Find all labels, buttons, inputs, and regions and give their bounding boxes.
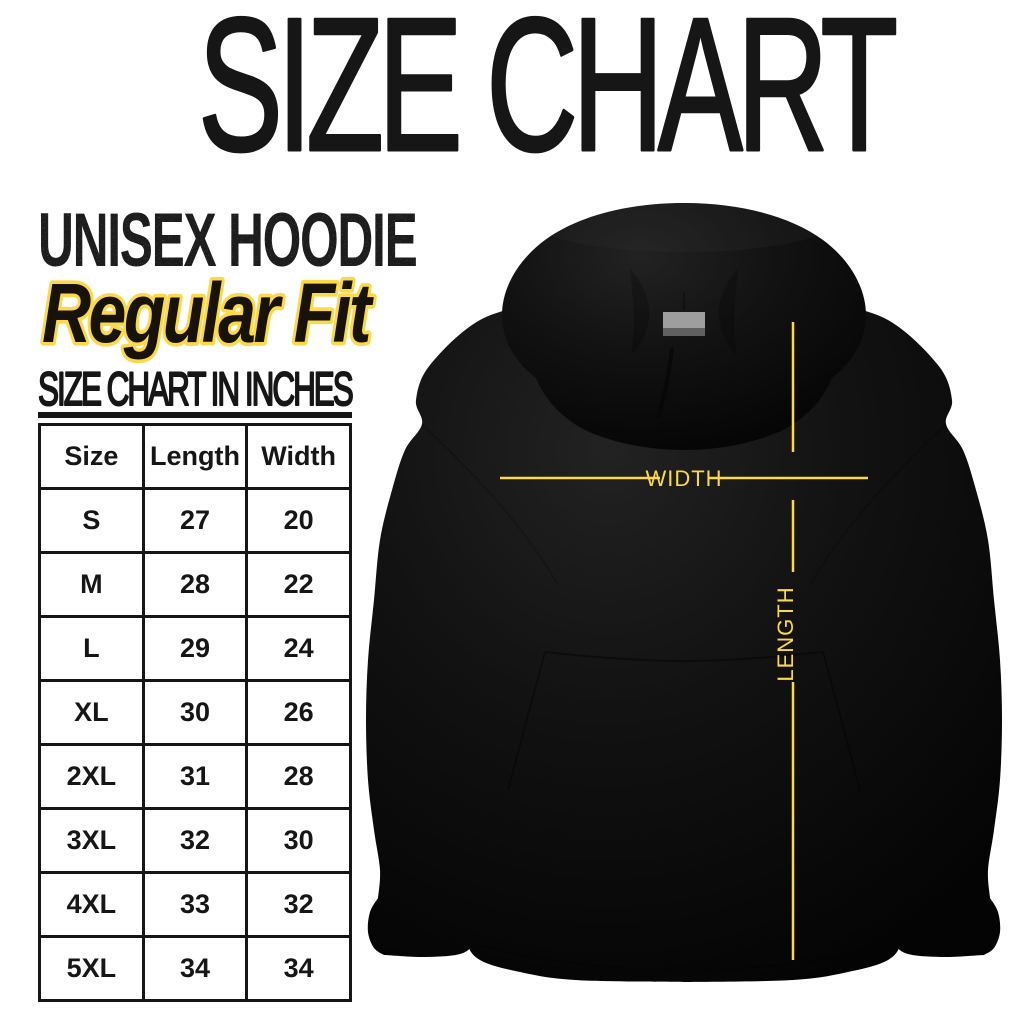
- svg-text:LENGTH: LENGTH: [773, 586, 798, 681]
- svg-text:WIDTH: WIDTH: [645, 466, 722, 491]
